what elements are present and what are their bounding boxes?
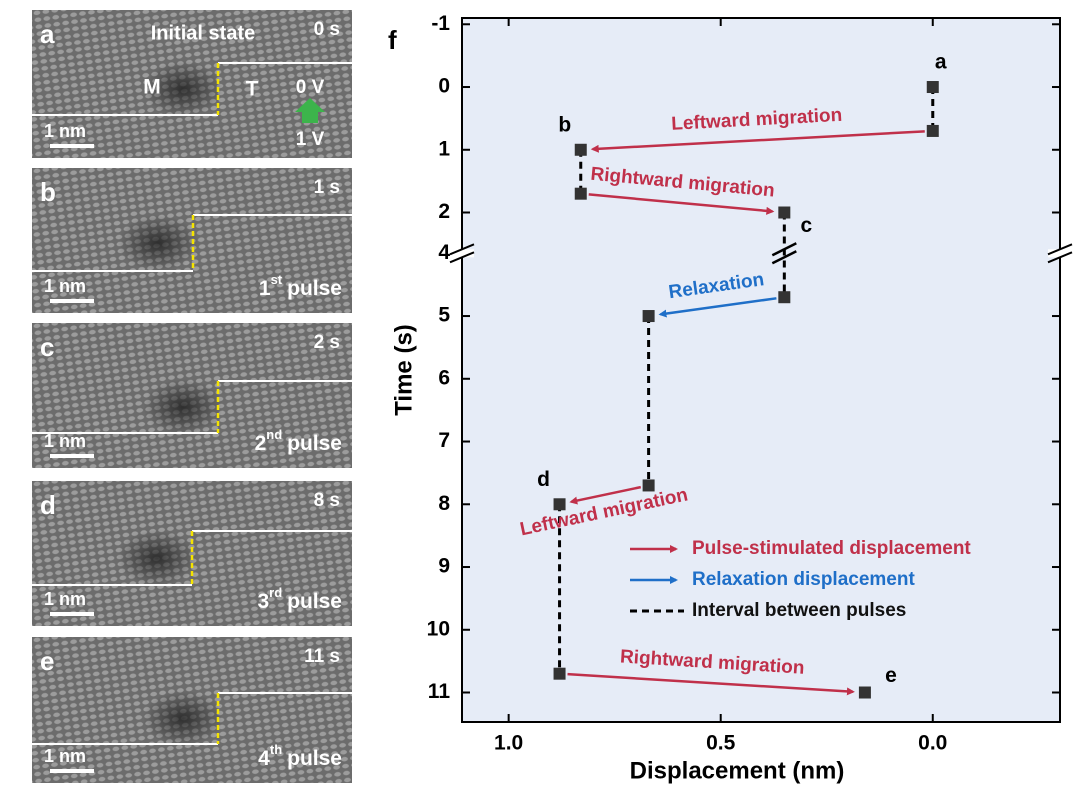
panel-label: c <box>40 332 54 362</box>
image-panel: a 0 s 1 nm Initial state M T 0 V 1 V <box>32 10 352 158</box>
image-panel: c 2 s 1 nm 2nd pulse <box>32 323 352 468</box>
scale-bar-label: 1 nm <box>44 746 86 766</box>
data-point <box>778 206 791 219</box>
point-label: e <box>885 664 897 687</box>
pulse-number: 3 <box>257 590 269 613</box>
y-tick-label: 6 <box>438 366 450 389</box>
y-tick-label: 7 <box>438 429 450 452</box>
data-point <box>926 81 939 94</box>
x-tick-label: 0.0 <box>918 732 947 755</box>
migration-arrow <box>567 672 855 696</box>
y-axis-label: Time (s) <box>390 324 417 416</box>
axis-break-mark <box>1047 251 1073 264</box>
image-panel: b 1 s 1 nm 1st pulse <box>32 168 352 313</box>
pulse-number: 1 <box>259 277 271 300</box>
point-label: d <box>537 468 550 491</box>
pulse-superscript: rd <box>269 585 282 600</box>
pulse-superscript: st <box>271 272 283 287</box>
y-tick-label: 11 <box>428 680 451 703</box>
y-tick-label: 1 <box>438 137 450 160</box>
pulse-label: 4th pulse <box>258 742 342 769</box>
panel-label: d <box>40 490 56 520</box>
time-label: 2 s <box>314 332 340 353</box>
axis-break-mark <box>771 250 797 265</box>
data-point <box>574 143 587 156</box>
panel-label: f <box>388 25 397 55</box>
y-tick-label: 4 <box>438 241 450 264</box>
interface-shade <box>143 379 223 435</box>
time-label: 0 s <box>314 19 340 40</box>
pulse-text: pulse <box>287 747 342 770</box>
scale-bar-label: 1 nm <box>44 589 86 609</box>
pulse-label: 3rd pulse <box>257 585 342 612</box>
time-label: 8 s <box>314 490 340 511</box>
data-point <box>574 187 587 200</box>
pulse-label: 1st pulse <box>259 272 342 299</box>
y-tick-label: 9 <box>438 555 450 578</box>
data-point <box>642 479 655 492</box>
pulse-superscript: nd <box>266 427 282 442</box>
x-tick-label: 0.5 <box>706 732 736 755</box>
axis-break-mark <box>1047 243 1073 256</box>
interface-shade <box>118 215 198 271</box>
axis-break-mark <box>771 242 797 257</box>
panel-title: Initial state <box>151 22 255 44</box>
migration-arrow <box>658 297 777 318</box>
y-tick-label: 10 <box>427 617 450 640</box>
data-point <box>778 291 791 304</box>
scale-bar-label: 1 nm <box>44 431 86 451</box>
y-tick-label: 2 <box>438 200 450 223</box>
pulse-text: pulse <box>287 590 342 613</box>
data-point <box>553 667 566 680</box>
pulse-text: pulse <box>287 432 342 455</box>
pulse-text: pulse <box>287 277 342 300</box>
legend-label: Interval between pulses <box>692 600 906 621</box>
pulse-number: 4 <box>258 747 270 770</box>
y-tick-label: -1 <box>431 12 450 35</box>
voltage-arrow <box>295 98 325 123</box>
interface-shade <box>143 61 223 117</box>
scale-bar-label: 1 nm <box>44 276 86 296</box>
panel-label: b <box>40 177 56 207</box>
voltage-label: 1 V <box>296 129 325 150</box>
legend-label: Pulse-stimulated displacement <box>692 538 971 559</box>
y-tick-label: 8 <box>438 492 450 515</box>
y-tick-label: 5 <box>438 304 450 327</box>
data-point <box>858 686 871 699</box>
scale-bar-label: 1 nm <box>44 121 86 141</box>
time-label: 1 s <box>314 177 340 198</box>
phase-label: T <box>246 78 259 101</box>
data-point <box>926 124 939 137</box>
point-label: b <box>558 113 571 136</box>
x-axis-label: Displacement (nm) <box>630 757 845 784</box>
voltage-label: 0 V <box>296 77 325 98</box>
migration-arrow <box>569 485 642 505</box>
y-tick-label: 0 <box>438 75 450 98</box>
interface-shade <box>117 530 197 586</box>
migration-arrow <box>588 193 775 215</box>
legend-label: Relaxation displacement <box>692 569 915 590</box>
point-label: c <box>800 214 812 237</box>
data-point <box>553 498 566 511</box>
interface-shade <box>143 690 223 747</box>
time-label: 11 s <box>304 646 340 667</box>
pulse-number: 2 <box>255 432 267 455</box>
pulse-label: 2nd pulse <box>255 427 342 454</box>
migration-arrow <box>590 130 925 153</box>
pulse-superscript: th <box>270 742 282 757</box>
data-point <box>642 310 655 323</box>
axis-break-mark <box>449 243 475 256</box>
image-panel: d 8 s 1 nm 3rd pulse <box>32 481 352 626</box>
point-label: a <box>935 51 947 74</box>
panel-label: e <box>40 646 54 676</box>
axis-break-gap <box>450 249 474 258</box>
axis-break-gap <box>1048 249 1072 258</box>
phase-label: M <box>143 76 161 99</box>
panel-label: a <box>40 19 55 49</box>
image-panel: e 11 s 1 nm 4th pulse <box>32 637 352 783</box>
x-tick-label: 1.0 <box>494 732 523 755</box>
axis-break-mark <box>449 251 475 264</box>
plot-area <box>461 17 1061 723</box>
